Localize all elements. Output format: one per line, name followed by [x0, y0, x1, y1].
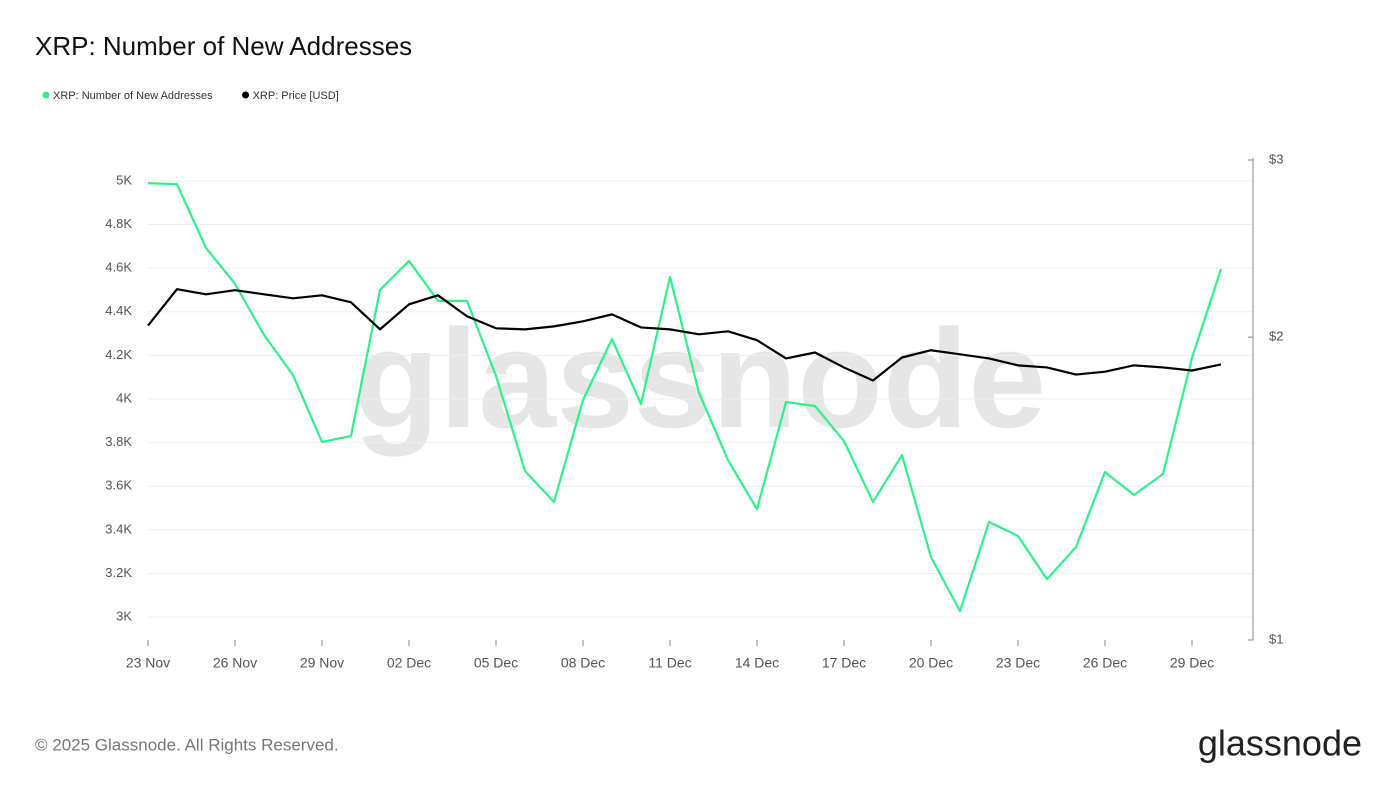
- logo: glassnode: [1198, 723, 1362, 764]
- y-tick-label: 5K: [116, 172, 132, 187]
- x-tick-label: 05 Dec: [474, 655, 518, 671]
- y-tick-label: 4K: [116, 390, 132, 405]
- y-tick-label: 3K: [116, 609, 132, 624]
- y-tick-label: 4.2K: [105, 347, 132, 362]
- y2-tick-label: $2: [1269, 329, 1283, 344]
- y-tick-label: 3.4K: [105, 521, 132, 536]
- legend-marker: [42, 91, 50, 99]
- x-tick-label: 29 Nov: [300, 655, 344, 671]
- x-tick-label: 14 Dec: [735, 655, 779, 671]
- series-line: [147, 182, 1223, 613]
- x-tick-label: 26 Nov: [213, 655, 257, 671]
- legend-label: XRP: Number of New Addresses: [53, 90, 213, 102]
- y-tick-label: 4.4K: [105, 303, 132, 318]
- x-tick-label: 26 Dec: [1083, 655, 1127, 671]
- x-tick-label: 11 Dec: [648, 655, 691, 671]
- x-tick-label: 02 Dec: [387, 655, 431, 671]
- x-tick-label: 29 Dec: [1170, 655, 1214, 671]
- y2-tick-label: $3: [1269, 151, 1283, 166]
- y-tick-label: 3.8K: [105, 434, 132, 449]
- y-tick-label: 3.2K: [105, 565, 132, 580]
- y-tick-label: 3.6K: [105, 478, 132, 493]
- y-tick-label: 4.8K: [105, 216, 132, 231]
- x-tick-label: 17 Dec: [822, 655, 866, 671]
- x-tick-label: 20 Dec: [909, 655, 953, 671]
- x-tick-label: 23 Nov: [126, 655, 170, 671]
- series-line: [147, 288, 1222, 382]
- legend-marker: [242, 91, 250, 99]
- y-tick-label: 4.6K: [105, 260, 132, 275]
- x-tick-label: 23 Dec: [996, 655, 1040, 671]
- legend-label: XRP: Price [USD]: [253, 90, 339, 102]
- y2-tick-label: $1: [1269, 631, 1283, 646]
- chart-title: XRP: Number of New Addresses: [35, 31, 412, 61]
- copyright: © 2025 Glassnode. All Rights Reserved.: [35, 735, 339, 754]
- x-tick-label: 08 Dec: [561, 655, 605, 671]
- watermark: glassnode: [354, 300, 1046, 457]
